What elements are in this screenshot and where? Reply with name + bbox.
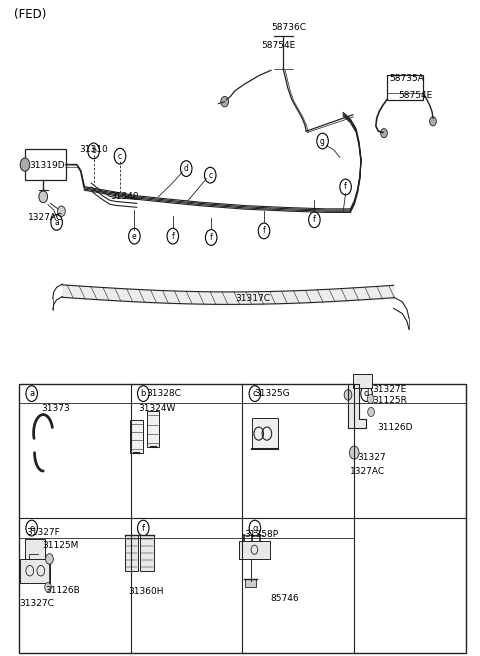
Text: 31327C: 31327C: [19, 599, 54, 608]
Circle shape: [46, 554, 53, 564]
Text: 31360H: 31360H: [129, 587, 164, 596]
Text: (FED): (FED): [14, 8, 47, 21]
Text: 31325G: 31325G: [254, 389, 290, 398]
Text: f: f: [263, 226, 265, 236]
Bar: [125, 535, 138, 571]
Bar: [239, 541, 270, 559]
Text: 31328C: 31328C: [146, 389, 181, 398]
Circle shape: [381, 129, 387, 138]
Text: 85746: 85746: [270, 594, 299, 603]
Text: 31358P: 31358P: [244, 530, 278, 539]
Text: 58754E: 58754E: [398, 91, 432, 100]
Bar: [245, 579, 256, 587]
Text: b: b: [141, 389, 146, 398]
Text: 31324W: 31324W: [138, 403, 176, 413]
Text: 31319D: 31319D: [29, 161, 64, 170]
Circle shape: [221, 96, 228, 107]
Bar: [140, 535, 154, 571]
Text: 31125R: 31125R: [372, 396, 407, 405]
Circle shape: [39, 191, 48, 203]
Text: c: c: [208, 171, 212, 180]
Bar: [147, 411, 159, 447]
Text: c: c: [252, 389, 257, 398]
Text: e: e: [132, 232, 137, 241]
Bar: [25, 539, 45, 559]
Circle shape: [430, 117, 436, 126]
Text: e: e: [29, 523, 34, 533]
Text: b: b: [91, 146, 96, 155]
Text: a: a: [54, 218, 59, 227]
Circle shape: [368, 407, 374, 417]
Text: 31317C: 31317C: [235, 294, 270, 303]
Text: 31327E: 31327E: [372, 384, 406, 394]
Text: 58754E: 58754E: [262, 41, 296, 51]
Bar: [25, 149, 66, 180]
Text: g: g: [252, 523, 258, 533]
Bar: [20, 559, 50, 583]
Text: 58736C: 58736C: [271, 23, 306, 32]
Text: 58735A: 58735A: [389, 74, 424, 83]
Text: 31126B: 31126B: [46, 586, 80, 595]
Bar: [19, 384, 466, 653]
Circle shape: [45, 583, 51, 592]
Text: 31126D: 31126D: [377, 423, 412, 432]
Text: 31310: 31310: [79, 145, 108, 154]
Bar: [252, 418, 278, 449]
Text: f: f: [142, 523, 145, 533]
Text: f: f: [344, 182, 347, 192]
Text: 31373: 31373: [41, 403, 70, 413]
Bar: [353, 374, 372, 388]
Text: a: a: [29, 389, 34, 398]
Circle shape: [367, 394, 374, 403]
Circle shape: [20, 158, 30, 171]
Text: f: f: [171, 232, 174, 241]
Text: 31340: 31340: [110, 192, 139, 201]
Circle shape: [344, 390, 352, 400]
Text: f: f: [210, 233, 213, 242]
Polygon shape: [348, 384, 366, 428]
Text: 31327F: 31327F: [26, 528, 60, 537]
Text: c: c: [118, 152, 122, 161]
Text: 1327AC: 1327AC: [28, 213, 63, 222]
Text: d: d: [364, 389, 369, 398]
Circle shape: [349, 446, 359, 459]
Text: f: f: [313, 215, 316, 224]
Text: d: d: [184, 164, 189, 173]
Circle shape: [58, 206, 65, 216]
Bar: [130, 420, 143, 453]
Text: 1327AC: 1327AC: [350, 466, 385, 476]
Text: g: g: [320, 136, 325, 146]
Bar: [387, 75, 423, 100]
Text: 31327: 31327: [358, 453, 386, 462]
Text: 31125M: 31125M: [42, 541, 79, 550]
